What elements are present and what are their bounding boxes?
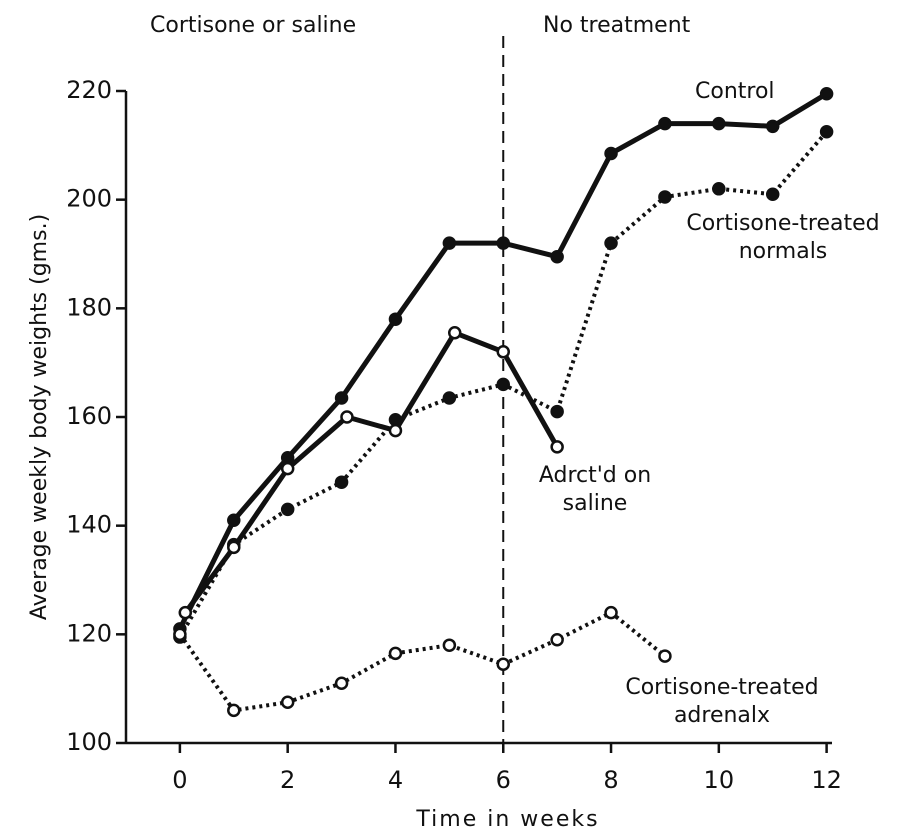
x-tick-label: 4 xyxy=(388,766,403,794)
data-point xyxy=(550,404,564,419)
data-point xyxy=(550,633,564,647)
data-point xyxy=(388,423,403,438)
series-line xyxy=(178,610,667,713)
data-point xyxy=(765,119,780,134)
data-point xyxy=(658,190,672,204)
data-point xyxy=(496,345,511,359)
y-tick-label: 220 xyxy=(66,76,112,104)
y-tick-label: 180 xyxy=(66,293,112,321)
x-axis-label: Time in weeks xyxy=(415,807,599,832)
series-label: Cortisone-treated normals xyxy=(686,211,880,264)
y-tick-label: 160 xyxy=(66,402,112,430)
series-label: Adrct'd on saline xyxy=(538,463,652,516)
data-point xyxy=(819,86,834,101)
data-point xyxy=(388,312,403,326)
annotation: No treatment xyxy=(543,13,691,38)
annotation: Cortisone or saline xyxy=(150,13,356,38)
data-point xyxy=(604,605,618,620)
data-point xyxy=(496,377,511,392)
x-tick-label: 12 xyxy=(811,766,842,794)
data-point xyxy=(447,326,462,340)
x-tick-label: 6 xyxy=(496,766,511,794)
x-tick-label: 2 xyxy=(280,766,295,794)
data-point xyxy=(442,391,457,405)
series-label: Cortisone-treated adrenalx xyxy=(625,675,819,728)
x-tick-label: 8 xyxy=(603,766,618,794)
data-point xyxy=(280,461,295,476)
data-point xyxy=(388,646,403,661)
data-point xyxy=(334,676,349,690)
x-tick-label: 10 xyxy=(704,766,735,794)
x-tick-label: 0 xyxy=(172,766,187,794)
y-tick-label: 140 xyxy=(66,511,112,539)
data-point xyxy=(550,249,564,264)
data-point xyxy=(227,540,241,555)
data-point xyxy=(765,187,780,201)
data-point xyxy=(712,182,726,196)
data-point xyxy=(334,475,349,489)
data-point xyxy=(173,627,187,642)
data-point xyxy=(340,410,354,424)
data-point xyxy=(227,703,241,718)
data-point xyxy=(280,502,295,517)
y-axis-label: Average weekly body weights (gms.) xyxy=(27,214,52,620)
data-point xyxy=(227,513,241,527)
series-line xyxy=(183,330,560,615)
y-tick-label: 120 xyxy=(66,619,112,647)
y-tick-label: 100 xyxy=(66,728,112,756)
data-point xyxy=(442,638,457,652)
data-point xyxy=(604,236,618,250)
data-point xyxy=(280,451,295,465)
y-tick-label: 200 xyxy=(66,185,112,213)
data-point xyxy=(442,236,457,250)
data-point xyxy=(712,116,726,131)
data-point xyxy=(604,146,618,161)
data-point xyxy=(178,605,193,620)
data-point xyxy=(496,657,511,671)
data-point xyxy=(280,695,295,709)
data-point xyxy=(658,116,672,131)
data-point xyxy=(550,440,564,454)
data-point xyxy=(334,391,349,405)
data-point xyxy=(819,125,834,139)
data-point xyxy=(658,649,672,663)
data-point xyxy=(496,236,511,250)
series-label: Control xyxy=(695,79,775,104)
